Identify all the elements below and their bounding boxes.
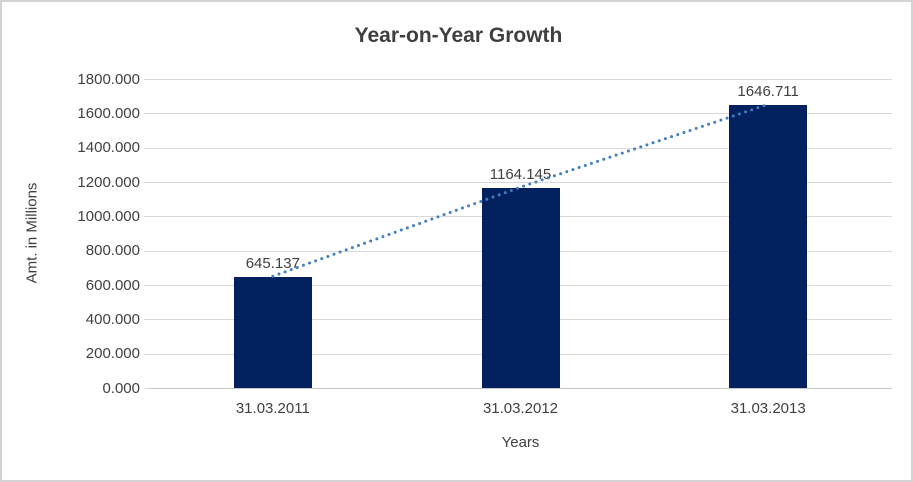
y-axis-tick — [144, 319, 149, 321]
plot-area: 645.137 1164.145 1646.711 — [149, 79, 892, 388]
bar-value-label: 645.137 — [245, 255, 300, 273]
y-tick-label: 1800.000 — [77, 70, 140, 88]
y-tick-label: 1400.000 — [77, 139, 140, 157]
gridline — [149, 79, 892, 80]
bar-value-label: 1646.711 — [737, 83, 799, 101]
y-axis-tick — [144, 250, 149, 252]
gridline — [149, 147, 892, 149]
y-tick-label: 600.000 — [85, 276, 140, 294]
y-tick-label: 400.000 — [85, 310, 140, 328]
y-tick-label: 200.000 — [85, 345, 140, 363]
x-tick-label: 31.03.2012 — [482, 400, 559, 417]
y-axis-tick — [144, 285, 149, 286]
bar-31.03.2012 — [481, 188, 560, 388]
y-axis-tick — [144, 147, 149, 149]
bar-31.03.2013 — [729, 105, 808, 388]
y-axis-tick — [144, 353, 149, 355]
y-axis-title-text: Amt. in Millions — [23, 182, 41, 284]
trendline — [271, 102, 770, 278]
x-axis-title: Years — [501, 434, 540, 451]
y-tick-label: 0.000 — [102, 379, 140, 397]
y-axis-tick — [144, 113, 149, 115]
y-tick-label: 800.000 — [85, 242, 140, 260]
gridline — [149, 182, 892, 183]
y-axis-tick — [144, 182, 149, 183]
y-tick-label: 1000.000 — [77, 207, 140, 225]
chart-title: Year-on-Year Growth — [354, 24, 563, 47]
x-tick-label: 31.03.2013 — [730, 400, 806, 417]
x-tick-label: 31.03.2011 — [235, 400, 310, 417]
bar-31.03.2011 — [233, 277, 312, 388]
bar-value-label: 1164.145 — [489, 166, 552, 184]
x-axis-line — [149, 388, 892, 389]
y-axis-tick — [144, 216, 149, 218]
y-axis-tick — [144, 388, 149, 389]
y-axis-tick — [144, 79, 149, 80]
gridline — [149, 113, 892, 115]
y-tick-label: 1200.000 — [77, 173, 140, 191]
y-tick-label: 1600.000 — [77, 104, 140, 122]
